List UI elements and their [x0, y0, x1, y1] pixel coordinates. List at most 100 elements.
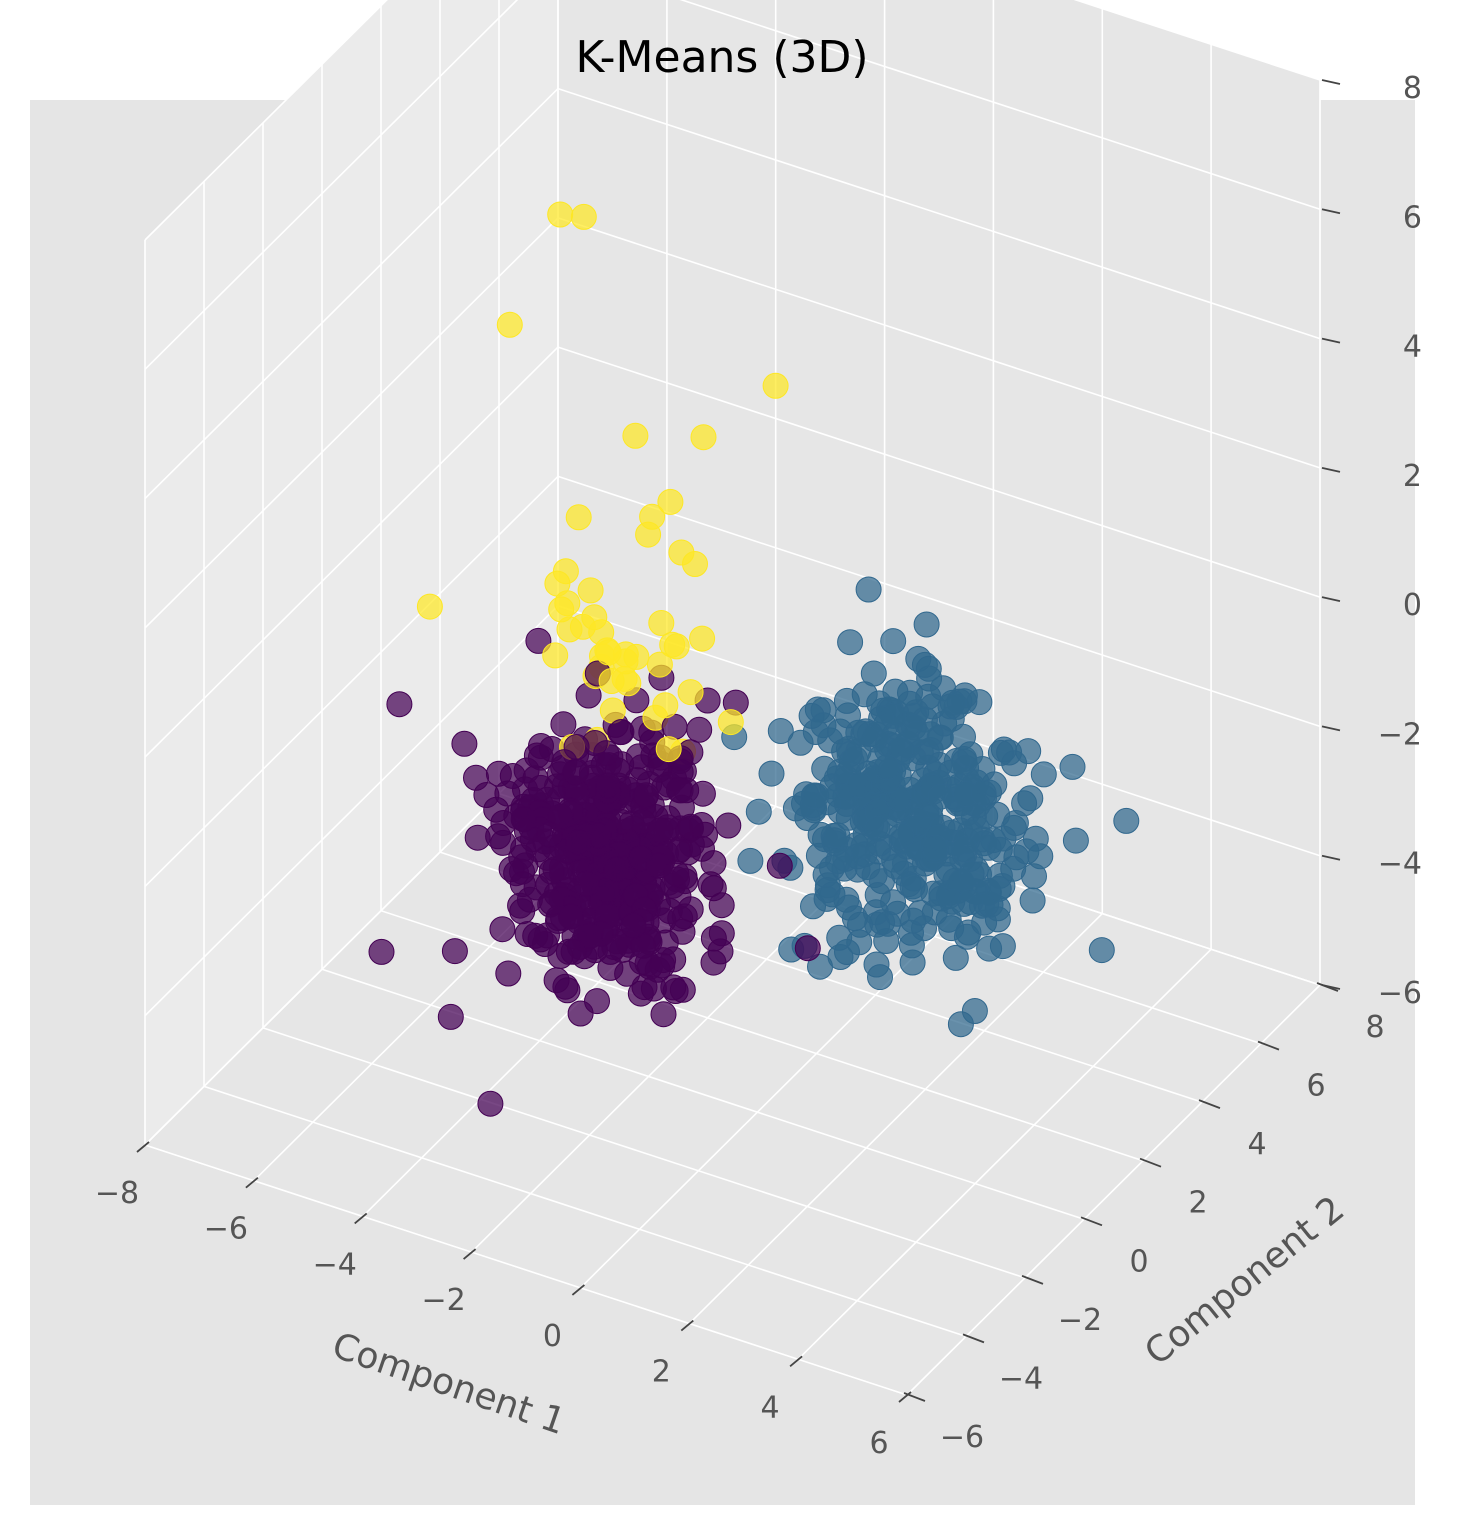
scatter-point-cluster-1	[845, 738, 872, 765]
x-tick-label: −4	[313, 1247, 357, 1282]
y-axis-line	[906, 984, 1321, 1396]
y-tick-mark	[1080, 1216, 1103, 1227]
scatter-point-cluster-1	[1027, 843, 1054, 870]
x-tick-mark	[245, 1177, 259, 1189]
scatter-point-cluster-0	[650, 1001, 677, 1028]
y-tick-label: 2	[1188, 1186, 1207, 1221]
scatter-point-cluster-0	[368, 938, 395, 965]
scatter-point-cluster-1	[1059, 753, 1086, 780]
scatter-point-cluster-1	[888, 823, 915, 849]
z-tick-label: 0	[1403, 588, 1422, 623]
scatter-point-cluster-1	[951, 836, 978, 863]
x-tick-label: −8	[95, 1176, 139, 1211]
scatter-point-cluster-2	[646, 651, 673, 678]
back-pane-xz	[558, 0, 1320, 985]
y-tick-label: −4	[999, 1361, 1043, 1396]
scatter-point-cluster-0	[593, 740, 620, 767]
scatter-point-cluster-1	[976, 935, 1003, 962]
y-tick-label: 8	[1365, 1010, 1384, 1045]
scatter-point-cluster-2	[570, 203, 597, 230]
scatter-point-cluster-2	[652, 692, 679, 719]
scatter-point-cluster-2	[623, 643, 650, 670]
grid-line-y-floor	[262, 1027, 1026, 1279]
scatter-point-cluster-2	[581, 604, 608, 631]
z-tick-mark	[1321, 984, 1341, 990]
scatter-point-cluster-0	[464, 824, 491, 851]
x-tick-label: −2	[421, 1283, 465, 1318]
scatter-point-cluster-0	[494, 780, 521, 807]
x-tick-label: 2	[652, 1355, 671, 1390]
scatter-point-cluster-1	[782, 795, 809, 822]
y-tick-mark	[903, 1392, 926, 1402]
scatter-point-cluster-2	[622, 422, 649, 449]
scatter-point-cluster-0	[686, 716, 713, 743]
scatter-point-cluster-0	[677, 896, 704, 923]
scatter-point-cluster-2	[547, 201, 574, 228]
scatter-point-cluster-0	[715, 812, 742, 839]
scatter-point-cluster-2	[577, 577, 604, 604]
scatter-point-cluster-0	[663, 860, 690, 887]
scatter-point-cluster-0	[539, 889, 565, 916]
y-tick-mark	[1021, 1275, 1044, 1285]
scatter-point-cluster-0	[794, 935, 821, 962]
scatter-point-cluster-0	[577, 922, 603, 949]
z-tick-mark	[1321, 854, 1341, 861]
scatter-point-cluster-1	[855, 576, 882, 603]
scatter-point-cluster-0	[451, 730, 478, 757]
x-tick-mark	[789, 1355, 803, 1367]
scatter-point-cluster-1	[911, 651, 938, 678]
scatter-point-cluster-0	[441, 938, 468, 965]
x-tick-label: 6	[869, 1426, 888, 1461]
scatter-point-cluster-1	[927, 783, 954, 810]
scatter-point-cluster-0	[557, 903, 584, 930]
z-tick-label: −2	[1378, 717, 1422, 752]
scatter-point-cluster-1	[958, 860, 985, 887]
scatter-point-cluster-1	[745, 798, 772, 825]
x-tick-mark	[571, 1284, 585, 1296]
scatter-point-cluster-1	[814, 789, 841, 816]
scatter-point-cluster-1	[868, 705, 895, 732]
scatter-point-cluster-0	[689, 835, 715, 862]
scatter-point-cluster-0	[523, 742, 550, 769]
grid-line-y-floor	[380, 909, 1144, 1162]
scatter-point-cluster-0	[633, 782, 659, 809]
scatter-point-cluster-1	[942, 944, 969, 971]
scatter-point-cluster-2	[595, 639, 622, 666]
scatter-point-cluster-1	[826, 924, 853, 951]
z-tick-label: −6	[1378, 976, 1422, 1011]
scatter-point-cluster-1	[922, 834, 949, 861]
scatter-point-cluster-1	[811, 755, 838, 782]
y-tick-mark	[1139, 1157, 1162, 1168]
scatter-point-cluster-0	[697, 871, 724, 898]
scatter-point-cluster-2	[762, 372, 789, 399]
scatter-point-cluster-0	[620, 912, 647, 939]
scatter-point-cluster-1	[957, 889, 984, 915]
scatter-point-cluster-1	[1113, 807, 1140, 834]
scatter-point-cluster-1	[802, 719, 829, 745]
scatter-point-cluster-0	[573, 870, 600, 897]
scatter-point-cluster-2	[648, 610, 675, 636]
scatter-point-cluster-2	[655, 736, 682, 763]
scatter-point-cluster-0	[565, 829, 592, 856]
y-tick-mark	[1198, 1099, 1221, 1109]
x-tick-label: 4	[761, 1390, 780, 1425]
y-tick-mark	[1257, 1040, 1280, 1051]
scatter-point-cluster-0	[386, 691, 413, 718]
scatter-point-cluster-0	[536, 821, 563, 848]
x-tick-mark	[463, 1248, 477, 1260]
side-pane-yz	[145, 0, 558, 1145]
scatter-point-cluster-0	[584, 988, 610, 1015]
scatter-point-cluster-1	[867, 964, 893, 991]
scatter-point-cluster-0	[490, 829, 517, 856]
x-axis-line	[144, 1144, 908, 1396]
y-tick-label: 0	[1129, 1244, 1148, 1279]
scatter-point-cluster-0	[707, 938, 734, 965]
scatter-point-cluster-0	[489, 916, 516, 943]
grid-line-z-back	[557, 346, 1321, 598]
z-tick-mark	[1321, 725, 1341, 732]
scatter-point-cluster-0	[608, 719, 635, 745]
scatter-point-cluster-1	[846, 772, 873, 799]
grid-line-z-side	[144, 475, 559, 887]
scatter-point-cluster-0	[527, 774, 554, 801]
scatter-point-cluster-1	[1062, 827, 1089, 854]
